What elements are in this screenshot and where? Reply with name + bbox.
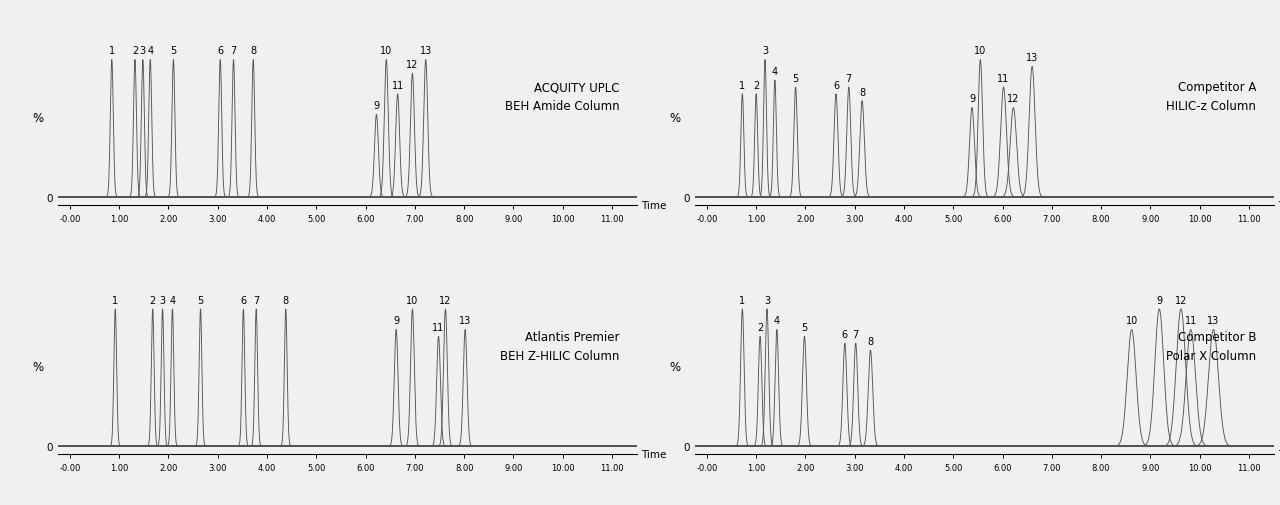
Text: ACQUITY UPLC
BEH Amide Column: ACQUITY UPLC BEH Amide Column bbox=[504, 81, 620, 113]
Text: 12: 12 bbox=[406, 60, 419, 70]
Text: 9: 9 bbox=[393, 316, 399, 326]
Text: 8: 8 bbox=[859, 87, 865, 97]
Text: Competitor B
Polar X Column: Competitor B Polar X Column bbox=[1166, 330, 1256, 362]
Text: Time: Time bbox=[1277, 449, 1280, 459]
Text: 1: 1 bbox=[109, 46, 115, 57]
Text: 3: 3 bbox=[762, 46, 768, 57]
Text: 1: 1 bbox=[740, 295, 745, 305]
Text: 3: 3 bbox=[160, 295, 165, 305]
Text: 7: 7 bbox=[253, 295, 260, 305]
Text: Competitor A
HILIC-z Column: Competitor A HILIC-z Column bbox=[1166, 81, 1256, 113]
Text: 13: 13 bbox=[1207, 316, 1220, 326]
Text: 12: 12 bbox=[439, 295, 452, 305]
Text: 8: 8 bbox=[283, 295, 289, 305]
Text: 6: 6 bbox=[842, 329, 847, 339]
Text: Time: Time bbox=[641, 449, 666, 459]
Text: 8: 8 bbox=[868, 336, 873, 346]
Text: 5: 5 bbox=[792, 74, 799, 84]
Y-axis label: %: % bbox=[32, 112, 44, 124]
Text: 7: 7 bbox=[846, 74, 852, 84]
Text: 12: 12 bbox=[1175, 295, 1187, 305]
Text: 2: 2 bbox=[150, 295, 156, 305]
Text: 5: 5 bbox=[801, 323, 808, 333]
Text: Time: Time bbox=[641, 200, 666, 210]
Text: 9: 9 bbox=[374, 101, 379, 111]
Text: 4: 4 bbox=[169, 295, 175, 305]
Text: 2: 2 bbox=[756, 323, 763, 333]
Text: 7: 7 bbox=[230, 46, 237, 57]
Text: 3: 3 bbox=[764, 295, 771, 305]
Text: 12: 12 bbox=[1007, 94, 1020, 104]
Text: 2: 2 bbox=[753, 81, 759, 90]
Text: 11: 11 bbox=[997, 74, 1010, 84]
Text: 4: 4 bbox=[772, 67, 778, 77]
Text: 11: 11 bbox=[433, 323, 444, 333]
Text: 5: 5 bbox=[170, 46, 177, 57]
Text: 10: 10 bbox=[1125, 316, 1138, 326]
Text: 7: 7 bbox=[852, 329, 859, 339]
Text: 11: 11 bbox=[1185, 316, 1197, 326]
Y-axis label: %: % bbox=[669, 361, 681, 373]
Y-axis label: %: % bbox=[669, 112, 681, 124]
Text: 10: 10 bbox=[406, 295, 419, 305]
Text: 4: 4 bbox=[147, 46, 154, 57]
Text: 1: 1 bbox=[740, 81, 745, 90]
Text: 9: 9 bbox=[1156, 295, 1162, 305]
Text: 10: 10 bbox=[974, 46, 987, 57]
Text: 13: 13 bbox=[420, 46, 431, 57]
Y-axis label: %: % bbox=[32, 361, 44, 373]
Text: Time: Time bbox=[1277, 200, 1280, 210]
Text: 9: 9 bbox=[969, 94, 975, 104]
Text: 11: 11 bbox=[392, 81, 403, 90]
Text: Atlantis Premier
BEH Z-HILIC Column: Atlantis Premier BEH Z-HILIC Column bbox=[500, 330, 620, 362]
Text: 8: 8 bbox=[250, 46, 256, 57]
Text: 6: 6 bbox=[241, 295, 247, 305]
Text: 6: 6 bbox=[218, 46, 223, 57]
Text: 4: 4 bbox=[774, 316, 780, 326]
Text: 13: 13 bbox=[460, 316, 471, 326]
Text: 1: 1 bbox=[113, 295, 118, 305]
Text: 10: 10 bbox=[380, 46, 393, 57]
Text: 2: 2 bbox=[132, 46, 138, 57]
Text: 5: 5 bbox=[197, 295, 204, 305]
Text: 3: 3 bbox=[140, 46, 146, 57]
Text: 6: 6 bbox=[833, 81, 840, 90]
Text: 13: 13 bbox=[1027, 53, 1038, 63]
